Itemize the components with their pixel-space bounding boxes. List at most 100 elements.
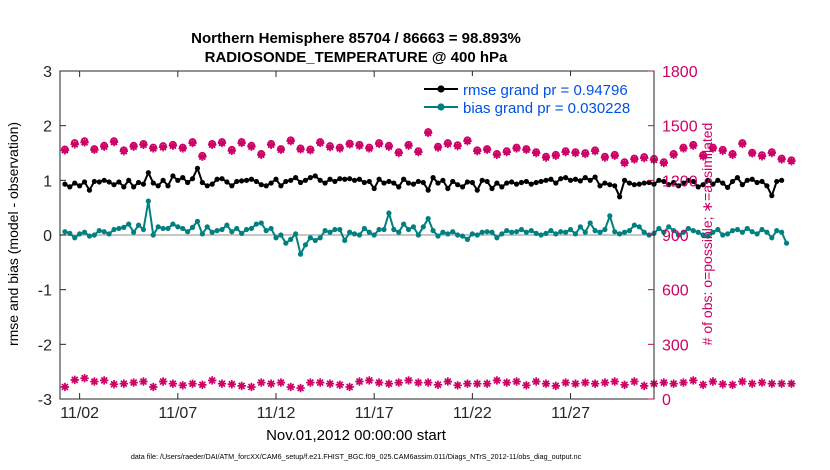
point-rmse-131 bbox=[705, 177, 711, 183]
point-bias-34 bbox=[229, 229, 235, 235]
point-bias-110 bbox=[602, 226, 608, 233]
point-assimilated-30 bbox=[207, 140, 217, 149]
point-rmse-19 bbox=[155, 183, 161, 189]
point-assimilated-132 bbox=[708, 144, 718, 153]
point-assimilated-8 bbox=[99, 142, 109, 151]
chart-title-line2: RADIOSONDE_TEMPERATURE @ 400 hPa bbox=[205, 49, 508, 66]
point-rmse-89 bbox=[499, 184, 505, 190]
point-assimilated-92 bbox=[512, 144, 521, 153]
point-bias-111 bbox=[607, 213, 613, 219]
point-rmse-134 bbox=[720, 180, 726, 186]
point-assimilated_lower-16 bbox=[139, 377, 148, 386]
point-assimilated_lower-80 bbox=[453, 381, 462, 390]
point-assimilated-44 bbox=[276, 145, 286, 154]
point-bias-28 bbox=[199, 231, 205, 237]
point-assimilated-24 bbox=[178, 144, 187, 153]
point-rmse-79 bbox=[450, 178, 456, 185]
point-rmse-5 bbox=[86, 187, 93, 193]
point-assimilated_lower-124 bbox=[669, 379, 678, 388]
point-rmse-106 bbox=[582, 175, 588, 181]
titles: Northern Hemisphere 85704 / 86663 = 98.8… bbox=[191, 30, 521, 66]
point-assimilated_lower-62 bbox=[365, 376, 374, 385]
point-rmse-111 bbox=[607, 182, 613, 188]
point-rmse-128 bbox=[690, 178, 696, 185]
point-bias-13 bbox=[126, 221, 132, 227]
point-rmse-61 bbox=[361, 179, 367, 186]
point-bias-85 bbox=[479, 229, 485, 235]
point-rmse-114 bbox=[621, 177, 628, 183]
point-bias-30 bbox=[209, 229, 215, 235]
point-bias-107 bbox=[587, 220, 593, 226]
point-rmse-97 bbox=[538, 178, 544, 185]
point-assimilated_lower-32 bbox=[217, 379, 227, 388]
point-bias-18 bbox=[150, 232, 156, 238]
data-file-footnote: data file: /Users/raeder/DAI/ATM_forcXX/… bbox=[131, 452, 582, 461]
point-bias-38 bbox=[248, 225, 255, 232]
point-bias-134 bbox=[720, 232, 726, 238]
point-assimilated_lower-108 bbox=[590, 379, 600, 388]
point-assimilated-62 bbox=[365, 144, 374, 153]
point-rmse-48 bbox=[297, 179, 304, 186]
point-rmse-36 bbox=[239, 178, 245, 184]
legend-box bbox=[418, 76, 650, 118]
point-rmse-140 bbox=[749, 176, 755, 182]
point-bias-53 bbox=[322, 228, 328, 234]
point-rmse-122 bbox=[661, 178, 667, 185]
point-assimilated_lower-30 bbox=[207, 376, 217, 385]
point-bias-88 bbox=[494, 235, 500, 241]
point-bias-72 bbox=[415, 232, 421, 238]
point-rmse-92 bbox=[513, 181, 520, 187]
point-assimilated-52 bbox=[315, 138, 325, 148]
point-bias-114 bbox=[621, 229, 628, 235]
point-bias-130 bbox=[700, 232, 706, 238]
point-rmse-123 bbox=[666, 182, 672, 188]
point-rmse-28 bbox=[199, 179, 205, 186]
point-assimilated_lower-26 bbox=[188, 379, 197, 388]
point-assimilated_lower-22 bbox=[168, 379, 178, 388]
point-assimilated-122 bbox=[659, 158, 669, 168]
point-rmse-8 bbox=[101, 177, 107, 183]
point-bias-71 bbox=[410, 224, 417, 230]
point-bias-64 bbox=[376, 226, 382, 233]
point-assimilated_lower-128 bbox=[689, 376, 698, 385]
point-bias-84 bbox=[474, 232, 480, 238]
point-rmse-34 bbox=[229, 183, 235, 189]
point-rmse-130 bbox=[700, 182, 706, 188]
point-bias-66 bbox=[386, 210, 392, 216]
point-assimilated-36 bbox=[237, 138, 246, 148]
point-rmse-101 bbox=[558, 176, 564, 182]
point-assimilated_lower-10 bbox=[109, 380, 119, 389]
point-rmse-54 bbox=[327, 176, 333, 182]
point-rmse-15 bbox=[135, 179, 142, 186]
point-rmse-121 bbox=[656, 177, 662, 183]
point-bias-60 bbox=[356, 232, 363, 238]
point-bias-129 bbox=[695, 229, 701, 235]
point-assimilated_lower-44 bbox=[276, 378, 286, 387]
point-bias-36 bbox=[239, 230, 245, 236]
point-bias-1 bbox=[67, 230, 73, 236]
point-rmse-117 bbox=[636, 181, 642, 187]
point-bias-22 bbox=[170, 221, 176, 227]
point-assimilated_lower-116 bbox=[630, 377, 639, 386]
point-rmse-65 bbox=[381, 180, 387, 186]
point-bias-137 bbox=[734, 226, 741, 233]
point-rmse-112 bbox=[612, 183, 618, 189]
point-bias-43 bbox=[273, 235, 279, 241]
point-bias-4 bbox=[81, 229, 88, 235]
point-rmse-78 bbox=[445, 185, 451, 192]
point-bias-125 bbox=[675, 232, 682, 238]
point-bias-9 bbox=[106, 231, 112, 237]
point-assimilated_lower-138 bbox=[738, 377, 747, 386]
point-assimilated-4 bbox=[80, 138, 89, 147]
point-rmse-103 bbox=[567, 177, 574, 183]
point-assimilated_lower-14 bbox=[129, 378, 138, 387]
point-bias-49 bbox=[302, 242, 309, 248]
point-bias-70 bbox=[405, 226, 412, 233]
point-assimilated_lower-126 bbox=[679, 378, 688, 387]
point-bias-10 bbox=[111, 226, 117, 233]
point-bias-143 bbox=[764, 229, 770, 235]
point-assimilated-2 bbox=[70, 140, 79, 149]
point-bias-102 bbox=[563, 229, 569, 235]
point-bias-15 bbox=[135, 222, 142, 228]
